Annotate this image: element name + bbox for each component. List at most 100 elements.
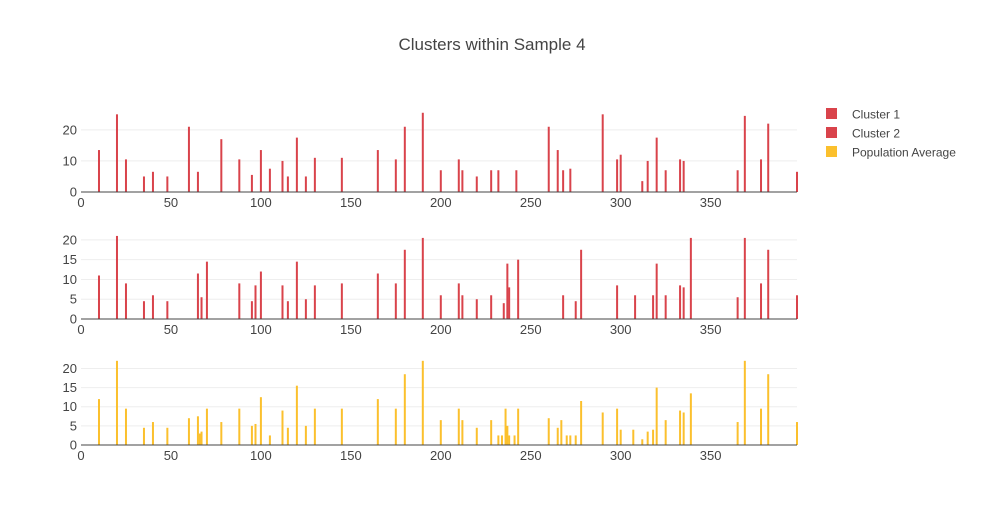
bar[interactable]	[736, 422, 739, 445]
bar[interactable]	[767, 123, 770, 192]
bar[interactable]	[679, 410, 682, 445]
bar[interactable]	[238, 159, 241, 192]
bar[interactable]	[304, 176, 307, 192]
bar[interactable]	[490, 170, 493, 192]
bar[interactable]	[376, 150, 379, 192]
bar[interactable]	[601, 412, 604, 445]
bar[interactable]	[457, 283, 460, 319]
bar[interactable]	[616, 285, 619, 319]
bar[interactable]	[475, 299, 478, 319]
bar[interactable]	[142, 427, 145, 445]
bar[interactable]	[376, 273, 379, 319]
bar[interactable]	[281, 160, 284, 192]
bar[interactable]	[250, 301, 253, 319]
bar[interactable]	[502, 303, 505, 319]
bar[interactable]	[655, 263, 658, 319]
bar[interactable]	[403, 374, 406, 445]
bar[interactable]	[142, 301, 145, 319]
bar[interactable]	[166, 301, 169, 319]
bar[interactable]	[403, 249, 406, 319]
bar[interactable]	[461, 170, 464, 192]
bar[interactable]	[508, 435, 511, 445]
bar[interactable]	[796, 171, 798, 192]
bar[interactable]	[616, 408, 619, 445]
bar[interactable]	[679, 285, 682, 319]
bar[interactable]	[560, 420, 563, 445]
bar[interactable]	[421, 360, 424, 445]
bar[interactable]	[376, 399, 379, 445]
bar[interactable]	[304, 425, 307, 445]
bar[interactable]	[796, 422, 798, 445]
bar[interactable]	[254, 285, 257, 319]
bar[interactable]	[200, 297, 203, 319]
bar[interactable]	[295, 385, 298, 445]
bar[interactable]	[601, 114, 604, 192]
bar[interactable]	[655, 387, 658, 445]
legend-item[interactable]: Cluster 1	[826, 108, 900, 122]
bar[interactable]	[767, 374, 770, 445]
bar[interactable]	[259, 397, 262, 445]
bar[interactable]	[340, 283, 343, 319]
bar[interactable]	[205, 261, 208, 319]
bar[interactable]	[124, 159, 127, 192]
bar[interactable]	[565, 435, 568, 445]
bar[interactable]	[652, 429, 655, 445]
bar[interactable]	[254, 423, 257, 445]
bar[interactable]	[142, 176, 145, 192]
bar[interactable]	[504, 408, 507, 445]
bar[interactable]	[151, 171, 154, 192]
bar[interactable]	[517, 408, 520, 445]
bar[interactable]	[313, 408, 316, 445]
bar[interactable]	[97, 275, 100, 319]
bar[interactable]	[736, 297, 739, 319]
bar[interactable]	[286, 427, 289, 445]
bar[interactable]	[238, 408, 241, 445]
bar[interactable]	[475, 427, 478, 445]
bar[interactable]	[196, 273, 199, 319]
bar[interactable]	[313, 157, 316, 192]
bar[interactable]	[646, 160, 649, 192]
bar[interactable]	[506, 263, 509, 319]
bar[interactable]	[760, 283, 763, 319]
bar[interactable]	[115, 114, 118, 192]
bar[interactable]	[506, 425, 509, 445]
bar[interactable]	[515, 170, 518, 192]
bar[interactable]	[295, 261, 298, 319]
bar[interactable]	[580, 249, 583, 319]
bar[interactable]	[124, 283, 127, 319]
bar[interactable]	[632, 429, 635, 445]
bar[interactable]	[151, 422, 154, 445]
bar[interactable]	[196, 171, 199, 192]
bar[interactable]	[151, 295, 154, 319]
bar[interactable]	[634, 295, 637, 319]
bar[interactable]	[394, 283, 397, 319]
bar[interactable]	[166, 427, 169, 445]
bar[interactable]	[508, 287, 511, 319]
bar[interactable]	[497, 170, 500, 192]
bar[interactable]	[187, 126, 190, 192]
bar[interactable]	[286, 301, 289, 319]
bar[interactable]	[646, 431, 649, 445]
bar[interactable]	[689, 237, 692, 319]
bar[interactable]	[682, 287, 685, 319]
bar[interactable]	[580, 401, 583, 445]
bar[interactable]	[286, 176, 289, 192]
bar[interactable]	[220, 139, 223, 192]
bar[interactable]	[743, 360, 746, 445]
bar[interactable]	[736, 170, 739, 192]
bar[interactable]	[457, 408, 460, 445]
bar[interactable]	[641, 439, 644, 445]
bar[interactable]	[238, 283, 241, 319]
bar[interactable]	[679, 159, 682, 192]
bar[interactable]	[619, 154, 622, 192]
bar[interactable]	[574, 435, 577, 445]
bar[interactable]	[767, 249, 770, 319]
bar[interactable]	[616, 159, 619, 192]
bar[interactable]	[743, 115, 746, 192]
bar[interactable]	[200, 431, 203, 445]
bar[interactable]	[457, 159, 460, 192]
bar[interactable]	[796, 295, 798, 319]
bar[interactable]	[115, 360, 118, 445]
bar[interactable]	[421, 112, 424, 192]
bar[interactable]	[664, 170, 667, 192]
